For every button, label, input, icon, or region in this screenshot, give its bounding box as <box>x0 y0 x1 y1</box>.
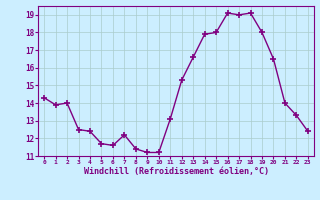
X-axis label: Windchill (Refroidissement éolien,°C): Windchill (Refroidissement éolien,°C) <box>84 167 268 176</box>
